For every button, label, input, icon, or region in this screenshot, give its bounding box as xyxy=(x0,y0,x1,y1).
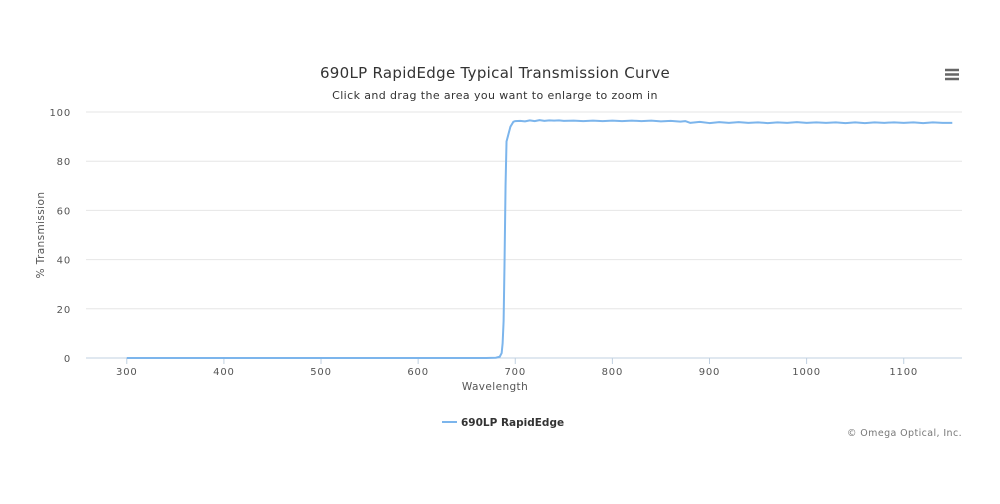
x-tick-label: 1100 xyxy=(889,367,918,378)
y-tick-label: 20 xyxy=(57,305,71,316)
x-tick-label: 1000 xyxy=(792,367,821,378)
chart-title: 690LP RapidEdge Typical Transmission Cur… xyxy=(320,64,670,82)
hamburger-menu-icon[interactable] xyxy=(940,64,964,84)
x-axis: 300 400 500 600 700 800 900 1000 1100 xyxy=(116,358,918,378)
y-tick-label: 80 xyxy=(57,157,71,168)
y-tick-label: 100 xyxy=(50,108,72,119)
plot-series[interactable] xyxy=(126,119,953,359)
y-tick-label: 0 xyxy=(64,354,71,365)
grid-lines xyxy=(86,111,962,359)
y-axis-title: % Transmission xyxy=(35,192,47,279)
chart-subtitle: Click and drag the area you want to enla… xyxy=(332,89,658,102)
series-line-0[interactable] xyxy=(126,119,953,359)
x-tick-label: 400 xyxy=(213,367,235,378)
y-tick-label: 60 xyxy=(57,206,71,217)
legend-item[interactable]: 690LP RapidEdge xyxy=(442,417,564,429)
x-tick-label: 600 xyxy=(407,367,429,378)
legend-label: 690LP RapidEdge xyxy=(461,417,564,429)
x-axis-title: Wavelength xyxy=(462,381,528,393)
x-tick-label: 700 xyxy=(505,367,527,378)
y-axis: 0 20 40 60 80 100 xyxy=(50,108,72,365)
y-tick-label: 40 xyxy=(57,256,71,267)
x-tick-label: 800 xyxy=(602,367,624,378)
x-tick-label: 900 xyxy=(699,367,721,378)
x-tick-label: 500 xyxy=(310,367,332,378)
chart-credits[interactable]: © Omega Optical, Inc. xyxy=(847,428,962,439)
x-tick-label: 300 xyxy=(116,367,138,378)
